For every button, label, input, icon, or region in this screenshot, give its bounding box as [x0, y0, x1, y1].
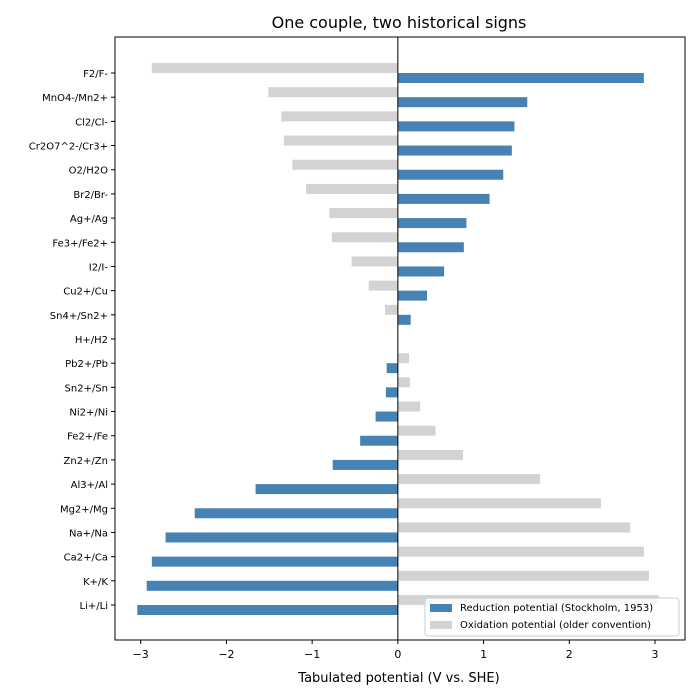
bar-reduction-cl2-cl	[397, 121, 515, 132]
y-tick-label: Ag+/Ag	[70, 214, 108, 225]
bar-oxidation-ag-ag	[329, 208, 398, 219]
bar-reduction-li-li	[137, 605, 398, 615]
y-tick-label: Br2/Br-	[73, 190, 108, 201]
y-tick-label: Mg2+/Mg	[60, 504, 108, 515]
y-tick-label: I2/I-	[89, 262, 109, 273]
bar-oxidation-zn2-zn	[397, 449, 463, 460]
legend-box	[424, 597, 680, 637]
bar-reduction-mg2-mg	[194, 508, 398, 519]
y-ticks: F2/F- MnO4-/Mn2+ Cl2/Cl- Cr2O7^2-/Cr3+ O2/H2…	[29, 69, 115, 612]
legend-label-reduction: Reduction potential (Stockholm, 1953)	[460, 603, 653, 614]
bar-reduction-mno4-mn2	[397, 97, 528, 108]
y-tick-label: Zn2+/Zn	[64, 456, 109, 467]
y-tick-label: Ni2+/Ni	[69, 408, 108, 419]
bar-oxidation-o2-h2o	[292, 159, 398, 170]
legend-swatch-reduction	[430, 604, 452, 612]
x-ticks: −3 −2 −1 0 1 2 3	[133, 640, 659, 661]
bar-oxidation-k-k	[397, 570, 649, 581]
bar-oxidation-al3-al	[397, 474, 541, 485]
bar-reduction-f2-f	[397, 73, 644, 83]
y-tick-label: Sn4+/Sn2+	[50, 311, 108, 322]
bar-reduction-zn2-zn	[332, 459, 398, 470]
bar-oxidation-cr2o7-2-cr3	[283, 135, 398, 146]
y-tick-label: Fe3+/Fe2+	[52, 238, 108, 249]
y-tick-label: O2/H2O	[69, 166, 108, 177]
y-tick-label: Fe2+/Fe	[67, 432, 108, 443]
y-tick-label: MnO4-/Mn2+	[42, 93, 108, 104]
bar-oxidation-ca2-ca	[397, 546, 644, 557]
bar-reduction-ag-ag	[397, 218, 467, 229]
x-tick-label: 2	[566, 648, 573, 661]
bar-reduction-o2-h2o	[397, 169, 504, 180]
legend-swatch-oxidation	[430, 621, 452, 629]
bar-reduction-al3-al	[255, 484, 398, 495]
y-tick-label: Cr2O7^2-/Cr3+	[29, 142, 108, 153]
x-tick-label: 0	[394, 648, 401, 661]
bar-reduction-cr2o7-2-cr3	[397, 145, 512, 156]
bar-reduction-k-k	[146, 580, 398, 591]
bar-reduction-fe2-fe	[360, 435, 398, 446]
bar-oxidation-na-na	[397, 522, 631, 533]
bar-oxidation-pb2-pb	[397, 353, 409, 364]
bar-reduction-ni2-ni	[375, 411, 398, 422]
bar-reduction-na-na	[165, 532, 398, 543]
y-tick-label: Al3+/Al	[71, 480, 108, 491]
bar-oxidation-f2-f	[151, 63, 398, 73]
y-tick-label: H+/H2	[75, 335, 108, 346]
bar-reduction-pb2-pb	[386, 363, 398, 374]
bar-oxidation-cu2-cu	[368, 280, 398, 291]
x-tick-label: 1	[480, 648, 487, 661]
bar-oxidation-sn4-sn2	[385, 304, 398, 315]
y-tick-label: Cu2+/Cu	[63, 287, 108, 298]
legend: Reduction potential (Stockholm, 1953) Ox…	[424, 597, 680, 637]
bars-group	[137, 63, 659, 615]
plot-frame	[114, 36, 686, 641]
bar-oxidation-cl2-cl	[281, 111, 398, 122]
y-tick-label: Cl2/Cl-	[75, 117, 108, 128]
legend-label-oxidation: Oxidation potential (older convention)	[460, 620, 651, 631]
bar-oxidation-i2-i	[351, 256, 398, 267]
bar-oxidation-fe2-fe	[397, 425, 436, 436]
y-tick-label: Pb2+/Pb	[65, 359, 108, 370]
bar-oxidation-sn2-sn	[397, 377, 410, 388]
y-tick-label: F2/F-	[83, 69, 108, 80]
bar-reduction-ca2-ca	[151, 556, 398, 567]
x-tick-label: −3	[133, 648, 149, 661]
bar-reduction-cu2-cu	[397, 290, 427, 301]
bar-oxidation-ni2-ni	[397, 401, 421, 412]
chart-title: One couple, two historical signs	[272, 13, 527, 32]
y-tick-label: K+/K	[83, 577, 108, 588]
bar-oxidation-mg2-mg	[397, 498, 601, 509]
bar-oxidation-mno4-mn2	[268, 87, 398, 98]
x-tick-label: 3	[652, 648, 659, 661]
x-axis-label: Tabulated potential (V vs. SHE)	[297, 671, 499, 686]
x-tick-label: −2	[218, 648, 234, 661]
y-tick-label: Na+/Na	[69, 528, 108, 539]
bar-oxidation-br2-br	[306, 183, 398, 194]
bar-reduction-br2-br	[397, 193, 490, 204]
y-tick-label: Ca2+/Ca	[64, 553, 108, 564]
y-tick-label: Li+/Li	[80, 601, 108, 612]
x-tick-label: −1	[304, 648, 320, 661]
bar-reduction-sn4-sn2	[397, 314, 411, 325]
bar-reduction-fe3-fe2	[397, 242, 464, 253]
bar-reduction-i2-i	[397, 266, 445, 277]
bar-reduction-sn2-sn	[385, 387, 398, 398]
y-tick-label: Sn2+/Sn	[65, 383, 108, 394]
bar-oxidation-fe3-fe2	[331, 232, 398, 243]
